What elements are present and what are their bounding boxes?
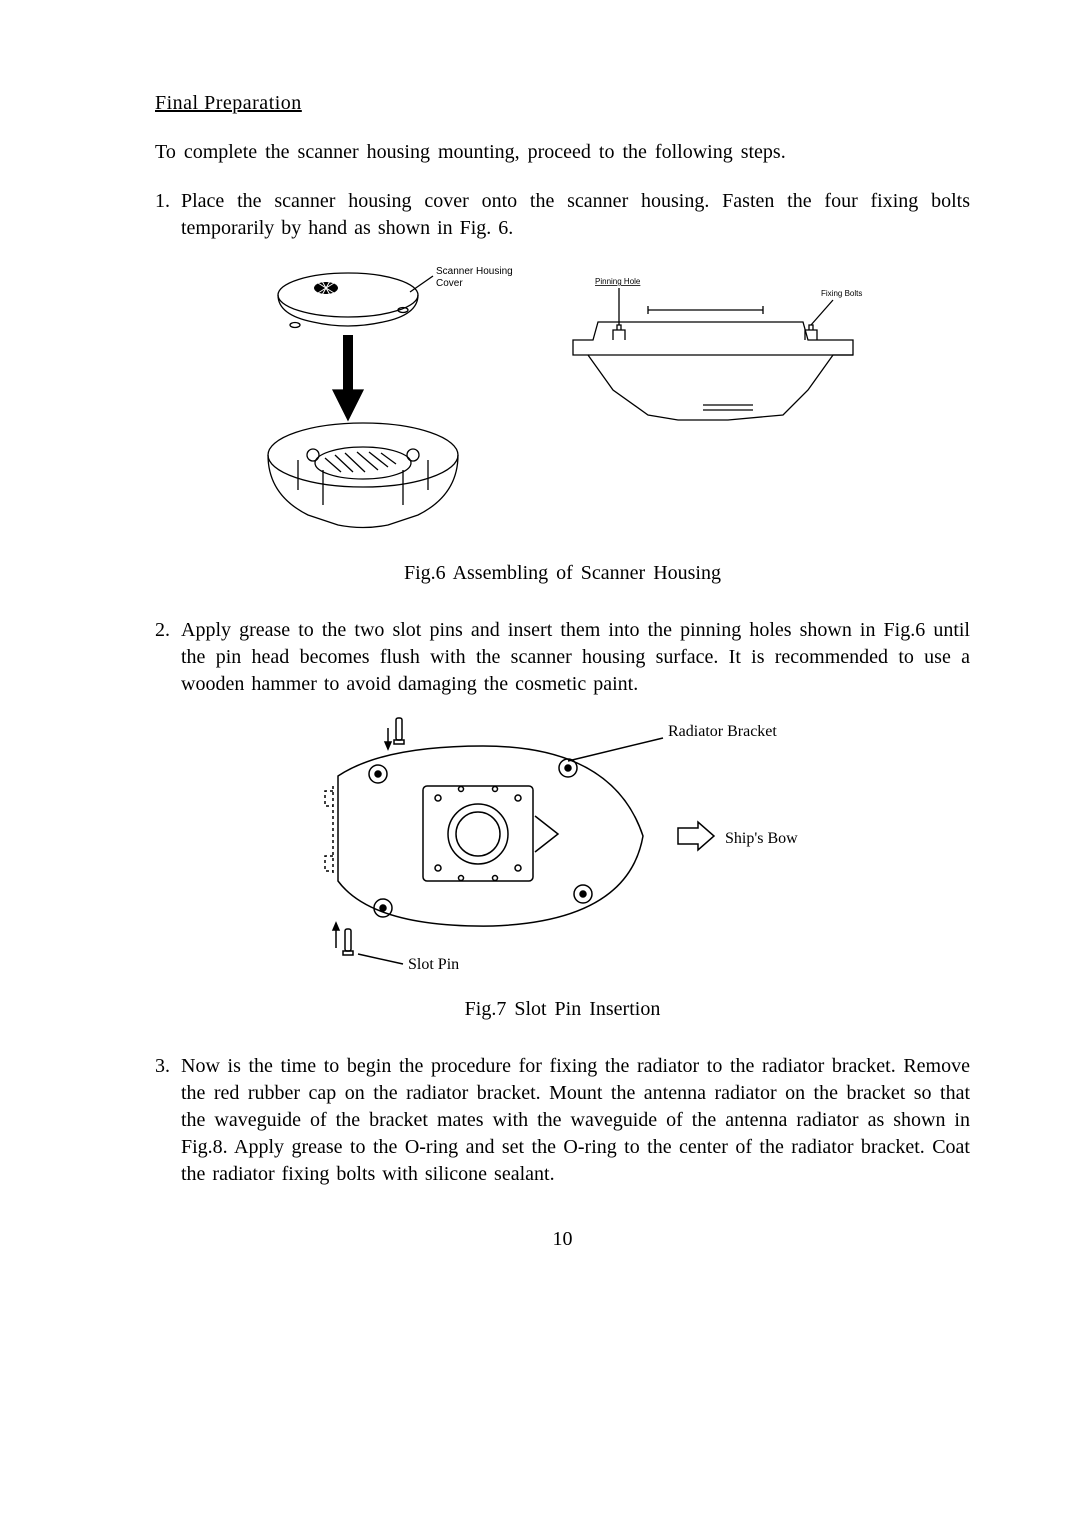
step-number: 3. [155, 1053, 181, 1188]
label-cover: Cover [436, 278, 463, 289]
step-text: Place the scanner housing cover onto the… [181, 188, 970, 242]
figure-6: Scanner Housing Cover Pinnin [155, 260, 970, 540]
step-number: 2. [155, 617, 181, 698]
step-3: 3. Now is the time to begin the procedur… [155, 1053, 970, 1188]
label-scanner-housing: Scanner Housing [436, 266, 513, 277]
fig6-left-svg: Scanner Housing Cover [253, 260, 523, 540]
step-text: Now is the time to begin the procedure f… [181, 1053, 970, 1188]
fig6-right-svg: Pinning Hole Fixing Bolts [553, 260, 873, 460]
step-number: 1. [155, 188, 181, 242]
intro-text: To complete the scanner housing mounting… [155, 139, 970, 166]
page-number: 10 [155, 1226, 970, 1253]
step-2: 2. Apply grease to the two slot pins and… [155, 617, 970, 698]
label-ships-bow: Ship's Bow [725, 830, 798, 847]
fig6-caption: Fig.6 Assembling of Scanner Housing [155, 560, 970, 587]
section-title: Final Preparation [155, 90, 970, 117]
page-content: Final Preparation To complete the scanne… [0, 0, 1080, 1293]
label-pinning-hole: Pinning Hole [595, 277, 641, 286]
label-slot-pin: Slot Pin [408, 956, 459, 973]
step-text: Apply grease to the two slot pins and in… [181, 617, 970, 698]
label-radiator-bracket: Radiator Bracket [668, 723, 777, 740]
fig7-caption: Fig.7 Slot Pin Insertion [155, 996, 970, 1023]
figure-7: Radiator Bracket Ship's Bow Slot Pin [155, 716, 970, 976]
fig7-svg: Radiator Bracket Ship's Bow Slot Pin [283, 716, 843, 976]
step-1: 1. Place the scanner housing cover onto … [155, 188, 970, 242]
label-fixing-bolts: Fixing Bolts [821, 289, 862, 298]
